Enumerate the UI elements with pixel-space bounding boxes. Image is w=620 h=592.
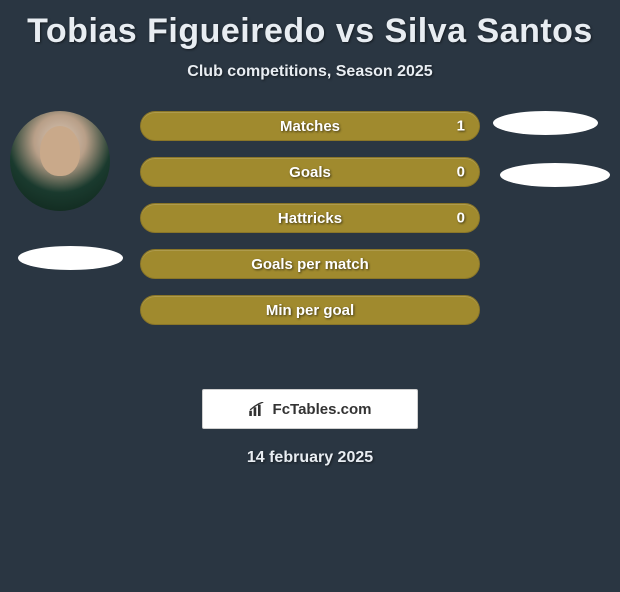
- date-label: 14 february 2025: [0, 449, 620, 467]
- player1-avatar: [10, 111, 110, 211]
- site-logo-badge[interactable]: FcTables.com: [202, 389, 418, 429]
- stat-bar-matches: Matches 1: [140, 111, 480, 141]
- stat-value: 0: [457, 164, 465, 181]
- stat-bar-min-per-goal: Min per goal: [140, 295, 480, 325]
- player2-name-pill-1: [493, 111, 598, 135]
- stat-label: Goals per match: [251, 256, 369, 273]
- stat-label: Hattricks: [278, 210, 342, 227]
- stat-bar-goals: Goals 0: [140, 157, 480, 187]
- stat-label: Matches: [280, 118, 340, 135]
- subtitle: Club competitions, Season 2025: [0, 63, 620, 81]
- stat-bar-hattricks: Hattricks 0: [140, 203, 480, 233]
- stat-value: 0: [457, 210, 465, 227]
- stat-value: 1: [457, 118, 465, 135]
- site-logo-text: FcTables.com: [273, 401, 372, 418]
- player2-name-pill-2: [500, 163, 610, 187]
- fctables-chart-icon: [249, 402, 267, 416]
- stat-label: Goals: [289, 164, 331, 181]
- comparison-content: Matches 1 Goals 0 Hattricks 0 Goals per …: [0, 111, 620, 371]
- page-title: Tobias Figueiredo vs Silva Santos: [0, 12, 620, 51]
- stat-bar-goals-per-match: Goals per match: [140, 249, 480, 279]
- stat-bars: Matches 1 Goals 0 Hattricks 0 Goals per …: [140, 111, 480, 341]
- stat-label: Min per goal: [266, 302, 354, 319]
- player1-name-pill: [18, 246, 123, 270]
